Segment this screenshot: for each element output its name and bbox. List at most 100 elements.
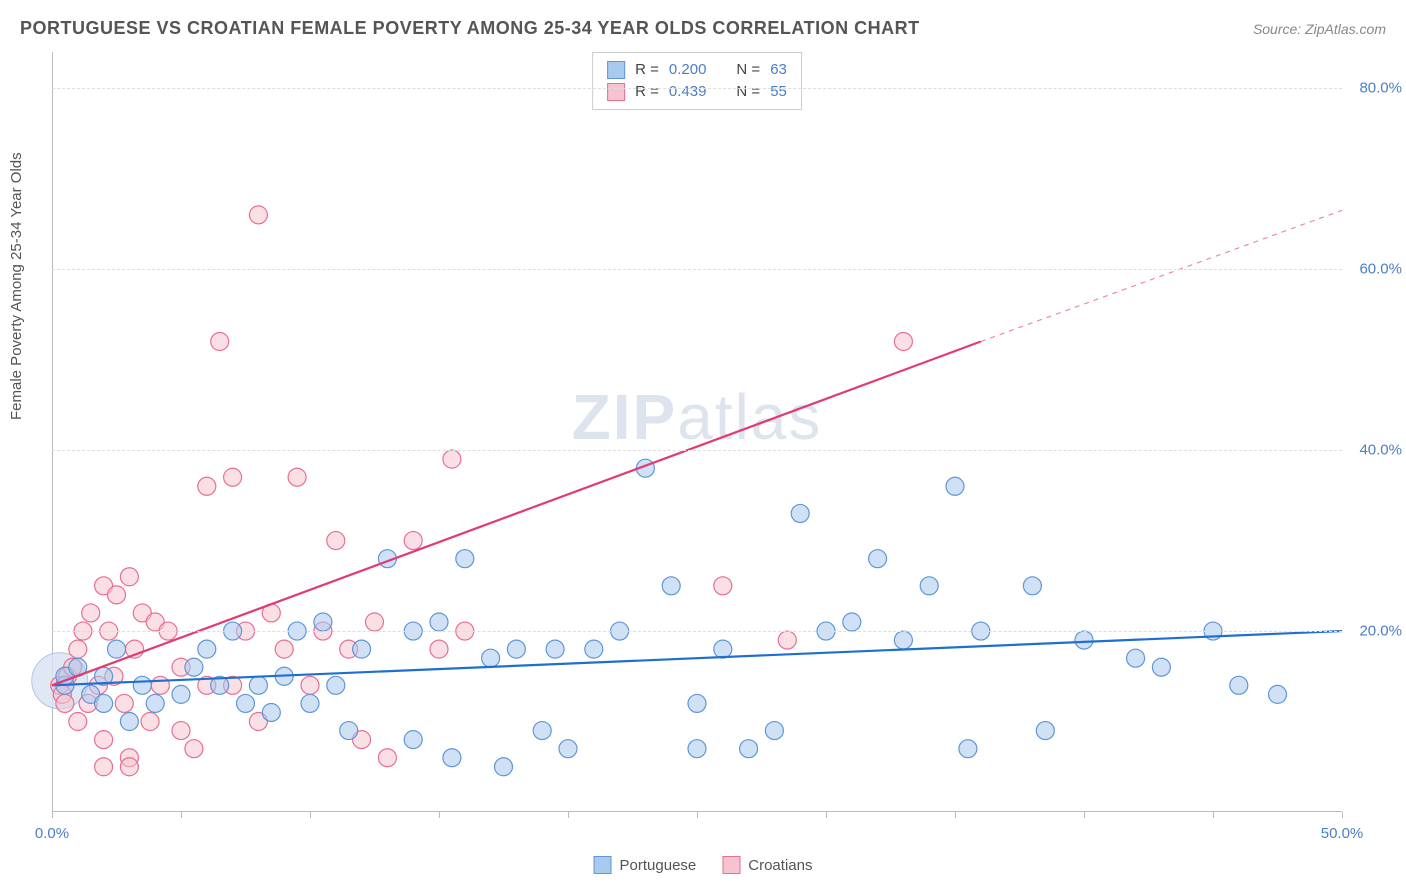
scatter-point <box>507 640 525 658</box>
y-tick-label: 20.0% <box>1359 623 1402 640</box>
scatter-point <box>366 613 384 631</box>
scatter-point <box>1023 577 1041 595</box>
scatter-point <box>115 694 133 712</box>
n-label-1: N = <box>736 59 760 81</box>
stats-row-croatians: R = 0.439 N = 55 <box>607 81 787 103</box>
legend-item-croatians: Croatians <box>722 856 812 874</box>
x-tick <box>1342 812 1343 818</box>
scatter-point <box>791 504 809 522</box>
scatter-point <box>1230 676 1248 694</box>
legend-swatch-croatians <box>722 856 740 874</box>
r-label-1: R = <box>635 59 659 81</box>
scatter-point <box>249 206 267 224</box>
scatter-point <box>82 604 100 622</box>
legend-swatch-portuguese <box>594 856 612 874</box>
scatter-point <box>185 658 203 676</box>
scatter-point <box>430 613 448 631</box>
scatter-point <box>443 450 461 468</box>
scatter-point <box>1075 631 1093 649</box>
legend-label-croatians: Croatians <box>748 857 812 874</box>
stats-legend-box: R = 0.200 N = 63 R = 0.439 N = 55 <box>592 52 802 110</box>
source-name: ZipAtlas.com <box>1305 21 1386 37</box>
x-tick <box>697 812 698 818</box>
x-tick-label: 50.0% <box>1321 825 1364 842</box>
scatter-point <box>56 694 74 712</box>
scatter-point <box>95 758 113 776</box>
n-value-1: 63 <box>770 59 787 81</box>
scatter-point <box>946 477 964 495</box>
chart-container: PORTUGUESE VS CROATIAN FEMALE POVERTY AM… <box>0 0 1406 892</box>
gridline <box>52 450 1342 451</box>
scatter-point <box>327 532 345 550</box>
scatter-point <box>778 631 796 649</box>
x-tick <box>1084 812 1085 818</box>
scatter-point <box>288 468 306 486</box>
scatter-point <box>662 577 680 595</box>
scatter-point <box>959 740 977 758</box>
n-label-2: N = <box>736 81 760 103</box>
gridline <box>52 269 1342 270</box>
scatter-point <box>843 613 861 631</box>
scatter-point <box>198 640 216 658</box>
trend-line-extrapolated <box>981 210 1342 341</box>
scatter-point <box>585 640 603 658</box>
legend-item-portuguese: Portuguese <box>594 856 697 874</box>
scatter-point <box>185 740 203 758</box>
x-tick <box>310 812 311 818</box>
r-value-2: 0.439 <box>669 81 707 103</box>
scatter-point <box>353 640 371 658</box>
scatter-point <box>120 568 138 586</box>
title-bar: PORTUGUESE VS CROATIAN FEMALE POVERTY AM… <box>20 18 1386 39</box>
scatter-point <box>108 586 126 604</box>
scatter-point <box>894 631 912 649</box>
x-tick <box>826 812 827 818</box>
y-tick-label: 60.0% <box>1359 261 1402 278</box>
trend-line <box>52 342 981 686</box>
scatter-point <box>869 550 887 568</box>
x-tick <box>1213 812 1214 818</box>
gridline <box>52 88 1342 89</box>
scatter-point <box>404 731 422 749</box>
y-tick-label: 40.0% <box>1359 442 1402 459</box>
legend-label-portuguese: Portuguese <box>620 857 697 874</box>
scatter-point <box>740 740 758 758</box>
plot-area: ZIPatlas R = 0.200 N = 63 R = 0.439 N = … <box>52 52 1342 812</box>
swatch-portuguese <box>607 61 625 79</box>
bottom-legend: Portuguese Croatians <box>594 856 813 874</box>
scatter-point <box>688 694 706 712</box>
x-tick <box>52 812 53 818</box>
scatter-point <box>456 550 474 568</box>
scatter-point <box>765 722 783 740</box>
scatter-point <box>95 694 113 712</box>
x-tick-label: 0.0% <box>35 825 69 842</box>
scatter-point <box>69 640 87 658</box>
scatter-point <box>404 532 422 550</box>
r-label-2: R = <box>635 81 659 103</box>
scatter-point <box>249 676 267 694</box>
swatch-croatians <box>607 83 625 101</box>
scatter-point <box>211 333 229 351</box>
gridline <box>52 631 1342 632</box>
chart-svg <box>52 52 1342 812</box>
scatter-point <box>1152 658 1170 676</box>
x-tick <box>439 812 440 818</box>
scatter-point <box>301 694 319 712</box>
n-value-2: 55 <box>770 81 787 103</box>
scatter-point <box>340 722 358 740</box>
scatter-point <box>1036 722 1054 740</box>
y-tick-label: 80.0% <box>1359 80 1402 97</box>
x-tick <box>181 812 182 818</box>
scatter-point <box>1269 685 1287 703</box>
scatter-point <box>141 713 159 731</box>
x-tick <box>955 812 956 818</box>
stats-row-portuguese: R = 0.200 N = 63 <box>607 59 787 81</box>
scatter-point <box>714 640 732 658</box>
x-tick <box>568 812 569 818</box>
scatter-point <box>146 694 164 712</box>
scatter-point <box>108 640 126 658</box>
r-value-1: 0.200 <box>669 59 707 81</box>
scatter-point <box>430 640 448 658</box>
scatter-point <box>314 613 332 631</box>
scatter-point <box>172 722 190 740</box>
scatter-point <box>69 713 87 731</box>
